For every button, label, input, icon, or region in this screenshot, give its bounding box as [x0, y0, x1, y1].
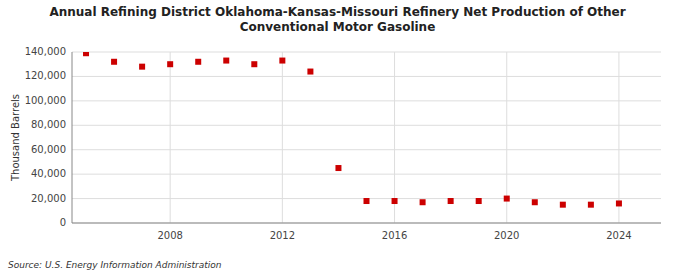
x-grid-line: [170, 52, 171, 223]
scatter-point: [560, 202, 566, 208]
x-tick-label: 2008: [157, 230, 182, 241]
source-note: Source: U.S. Energy Information Administ…: [8, 260, 222, 270]
y-grid-line: [72, 76, 661, 77]
scatter-point: [307, 69, 313, 75]
chart-svg: Annual Refining District Oklahoma-Kansas…: [0, 0, 675, 275]
y-grid-line: [72, 100, 661, 101]
y-grid-line: [72, 52, 661, 53]
x-grid-line: [394, 52, 395, 223]
y-tick-label: 40,000: [31, 168, 66, 179]
scatter-point: [195, 59, 201, 65]
scatter-point: [223, 58, 229, 64]
x-tick-label: 2016: [382, 230, 407, 241]
y-tick-label: 20,000: [31, 193, 66, 204]
x-tick-label: 2012: [270, 230, 295, 241]
y-grid-line: [72, 174, 661, 175]
scatter-point: [364, 198, 370, 204]
scatter-point: [111, 59, 117, 65]
scatter-point: [448, 198, 454, 204]
y-axis-label: Thousand Barrels: [10, 94, 21, 182]
scatter-point: [251, 61, 257, 67]
scatter-point: [504, 196, 510, 202]
chart-title: Annual Refining District Oklahoma-Kansas…: [49, 5, 625, 34]
y-tick-label: 100,000: [25, 95, 66, 106]
scatter-point: [139, 64, 145, 70]
chart-title-line: Conventional Motor Gasoline: [240, 20, 436, 34]
scatter-point: [167, 61, 173, 67]
x-axis-line: [72, 223, 661, 224]
y-tick-label: 80,000: [31, 119, 66, 130]
y-grid-line: [72, 149, 661, 150]
y-grid-line: [72, 223, 661, 224]
scatter-point: [83, 52, 89, 56]
y-tick-label: 60,000: [31, 144, 66, 155]
chart-title-line: Annual Refining District Oklahoma-Kansas…: [49, 5, 625, 19]
y-grid-line: [72, 125, 661, 126]
x-tick-label: 2024: [606, 230, 631, 241]
scatter-point: [335, 165, 341, 171]
chart-container: Annual Refining District Oklahoma-Kansas…: [0, 0, 675, 275]
points: [83, 52, 622, 208]
x-grid-line: [618, 52, 619, 223]
scatter-point: [279, 58, 285, 64]
scatter-point: [420, 199, 426, 205]
grid: [72, 52, 661, 223]
background: [0, 0, 675, 275]
scatter-point: [588, 202, 594, 208]
scatter-point: [616, 200, 622, 206]
y-tick-label: 140,000: [25, 46, 66, 57]
scatter-point: [392, 198, 398, 204]
y-axis-line: [72, 52, 73, 223]
scatter-point: [476, 198, 482, 204]
y-tick-label: 0: [60, 217, 66, 228]
x-tick-label: 2020: [494, 230, 519, 241]
scatter-point: [532, 199, 538, 205]
y-tick-label: 120,000: [25, 70, 66, 81]
x-grid-line: [282, 52, 283, 223]
